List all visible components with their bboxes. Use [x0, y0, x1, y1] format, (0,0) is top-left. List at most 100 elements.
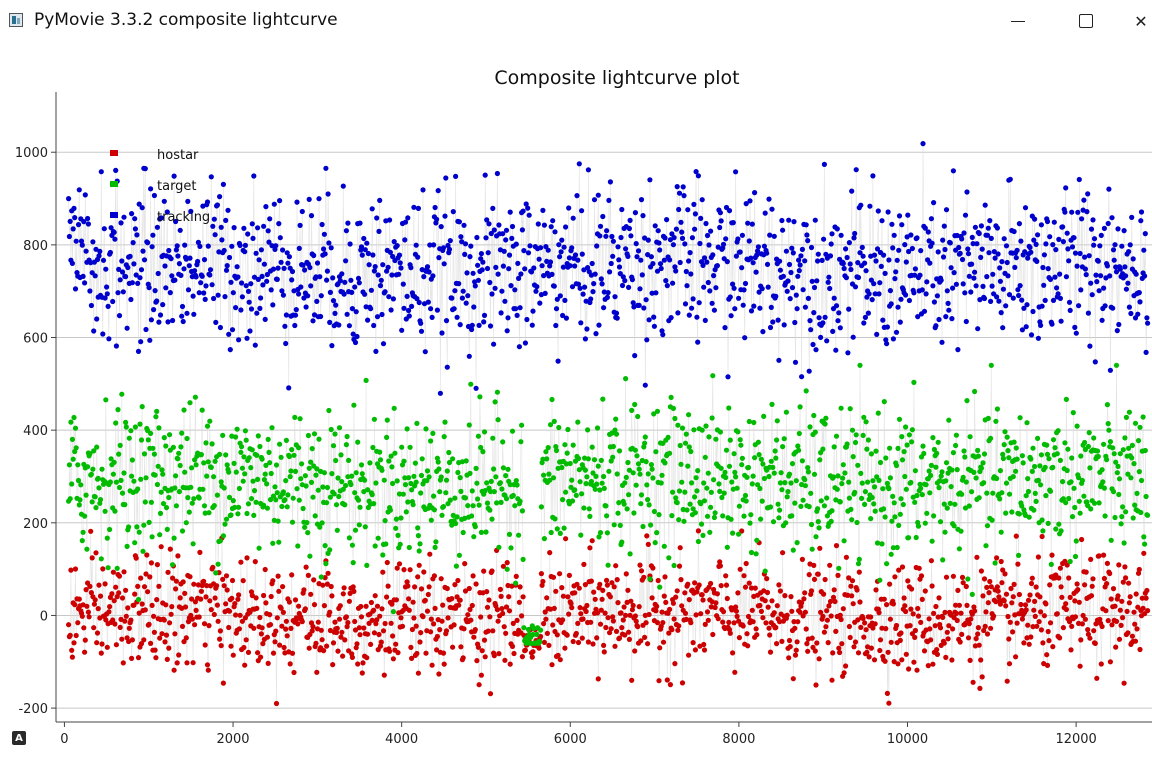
data-point-target: [187, 400, 193, 406]
autoscale-button[interactable]: A: [12, 731, 26, 745]
data-point-tracking: [173, 247, 179, 253]
data-point-tracking: [676, 190, 683, 196]
data-point-tracking: [889, 221, 895, 227]
data-point-hostar: [328, 583, 334, 590]
data-point-hostar: [896, 567, 902, 573]
data-point-hostar: [356, 625, 362, 631]
data-point-tracking: [981, 295, 988, 302]
data-point-hostar: [763, 620, 769, 626]
data-point-tracking: [184, 310, 190, 316]
data-point-hostar: [1082, 582, 1088, 588]
minimize-button[interactable]: [998, 6, 1038, 36]
data-point-target: [492, 399, 498, 405]
data-point-hostar: [573, 630, 579, 637]
data-point-tracking: [181, 266, 187, 272]
data-point-target: [518, 439, 524, 445]
data-point-hostar: [991, 613, 997, 619]
data-point-target: [625, 459, 631, 466]
data-point-hostar: [557, 571, 563, 577]
data-point-tracking: [1010, 295, 1016, 301]
maximize-button[interactable]: [1066, 6, 1106, 36]
data-point-tracking: [516, 344, 523, 350]
data-point-hostar: [975, 631, 981, 637]
data-point-hostar: [1013, 654, 1019, 660]
data-point-target: [704, 485, 710, 491]
data-point-tracking: [660, 332, 666, 338]
data-point-hostar: [653, 608, 659, 614]
data-point-tracking: [242, 249, 248, 255]
data-point-hostar: [143, 571, 149, 577]
data-point-hostar: [774, 603, 780, 609]
data-point-tracking: [413, 242, 419, 248]
data-point-target: [610, 454, 616, 460]
data-point-target: [418, 490, 424, 496]
data-point-tracking: [100, 331, 106, 337]
data-point-hostar: [824, 617, 831, 623]
data-point-hostar: [607, 630, 613, 636]
data-point-hostar: [837, 612, 843, 618]
data-point-target: [416, 548, 422, 554]
lightcurve-chart[interactable]: Composite lightcurve plot -2000200400600…: [0, 44, 1152, 758]
close-button[interactable]: ✕: [1130, 6, 1152, 36]
data-point-tracking: [884, 324, 891, 330]
data-point-hostar: [686, 597, 692, 603]
data-point-tracking: [692, 211, 699, 217]
data-point-tracking: [145, 240, 151, 246]
data-point-tracking: [117, 277, 123, 283]
data-point-hostar: [319, 637, 325, 643]
data-point-hostar: [204, 583, 210, 589]
data-point-hostar: [986, 590, 992, 596]
data-point-hostar: [790, 676, 796, 682]
data-point-tracking: [525, 205, 531, 211]
data-point-target: [204, 423, 211, 429]
data-point-target: [1088, 506, 1094, 512]
data-point-target: [1032, 490, 1038, 496]
data-point-tracking: [270, 266, 277, 272]
data-point-hostar: [704, 609, 711, 615]
plot-area[interactable]: Composite lightcurve plot -200 0 200 400 600…: [0, 44, 1152, 758]
data-point-target: [393, 525, 399, 531]
data-point-hostar: [590, 641, 596, 647]
data-point-target: [1087, 465, 1093, 471]
data-point-target: [743, 498, 749, 504]
data-point-target: [879, 541, 885, 547]
data-point-tracking: [867, 203, 873, 209]
data-point-hostar: [612, 643, 618, 649]
data-point-hostar: [445, 615, 451, 621]
data-point-target: [735, 429, 741, 435]
data-point-tracking: [116, 313, 123, 319]
data-point-tracking: [1022, 249, 1028, 255]
data-point-hostar: [852, 639, 859, 645]
data-point-hostar: [498, 593, 504, 600]
data-point-tracking: [673, 226, 680, 232]
data-point-target: [316, 436, 322, 442]
data-point-hostar: [949, 657, 955, 663]
data-point-tracking: [862, 260, 868, 266]
data-point-target: [971, 469, 977, 475]
data-point-target: [1013, 445, 1019, 451]
data-point-hostar: [434, 647, 440, 653]
data-point-tracking: [912, 272, 918, 278]
data-point-hostar: [369, 617, 375, 623]
data-point-hostar: [813, 682, 819, 688]
data-point-target: [837, 499, 843, 505]
data-point-target: [1016, 511, 1023, 517]
data-point-hostar: [420, 614, 426, 620]
data-point-hostar: [840, 606, 846, 612]
data-point-target: [232, 504, 238, 510]
data-point-tracking: [756, 289, 762, 295]
data-point-target: [292, 414, 298, 420]
data-point-hostar: [153, 655, 159, 661]
data-point-hostar: [296, 603, 302, 609]
data-point-tracking: [314, 260, 321, 266]
data-point-tracking: [262, 316, 268, 322]
data-point-target: [727, 437, 733, 443]
data-point-hostar: [530, 649, 536, 655]
data-point-tracking: [1113, 264, 1119, 270]
data-point-target: [627, 551, 633, 557]
data-point-target: [537, 639, 543, 645]
data-point-tracking: [317, 274, 323, 280]
data-point-hostar: [424, 608, 431, 614]
data-point-target: [617, 522, 623, 528]
data-point-target: [709, 415, 715, 421]
